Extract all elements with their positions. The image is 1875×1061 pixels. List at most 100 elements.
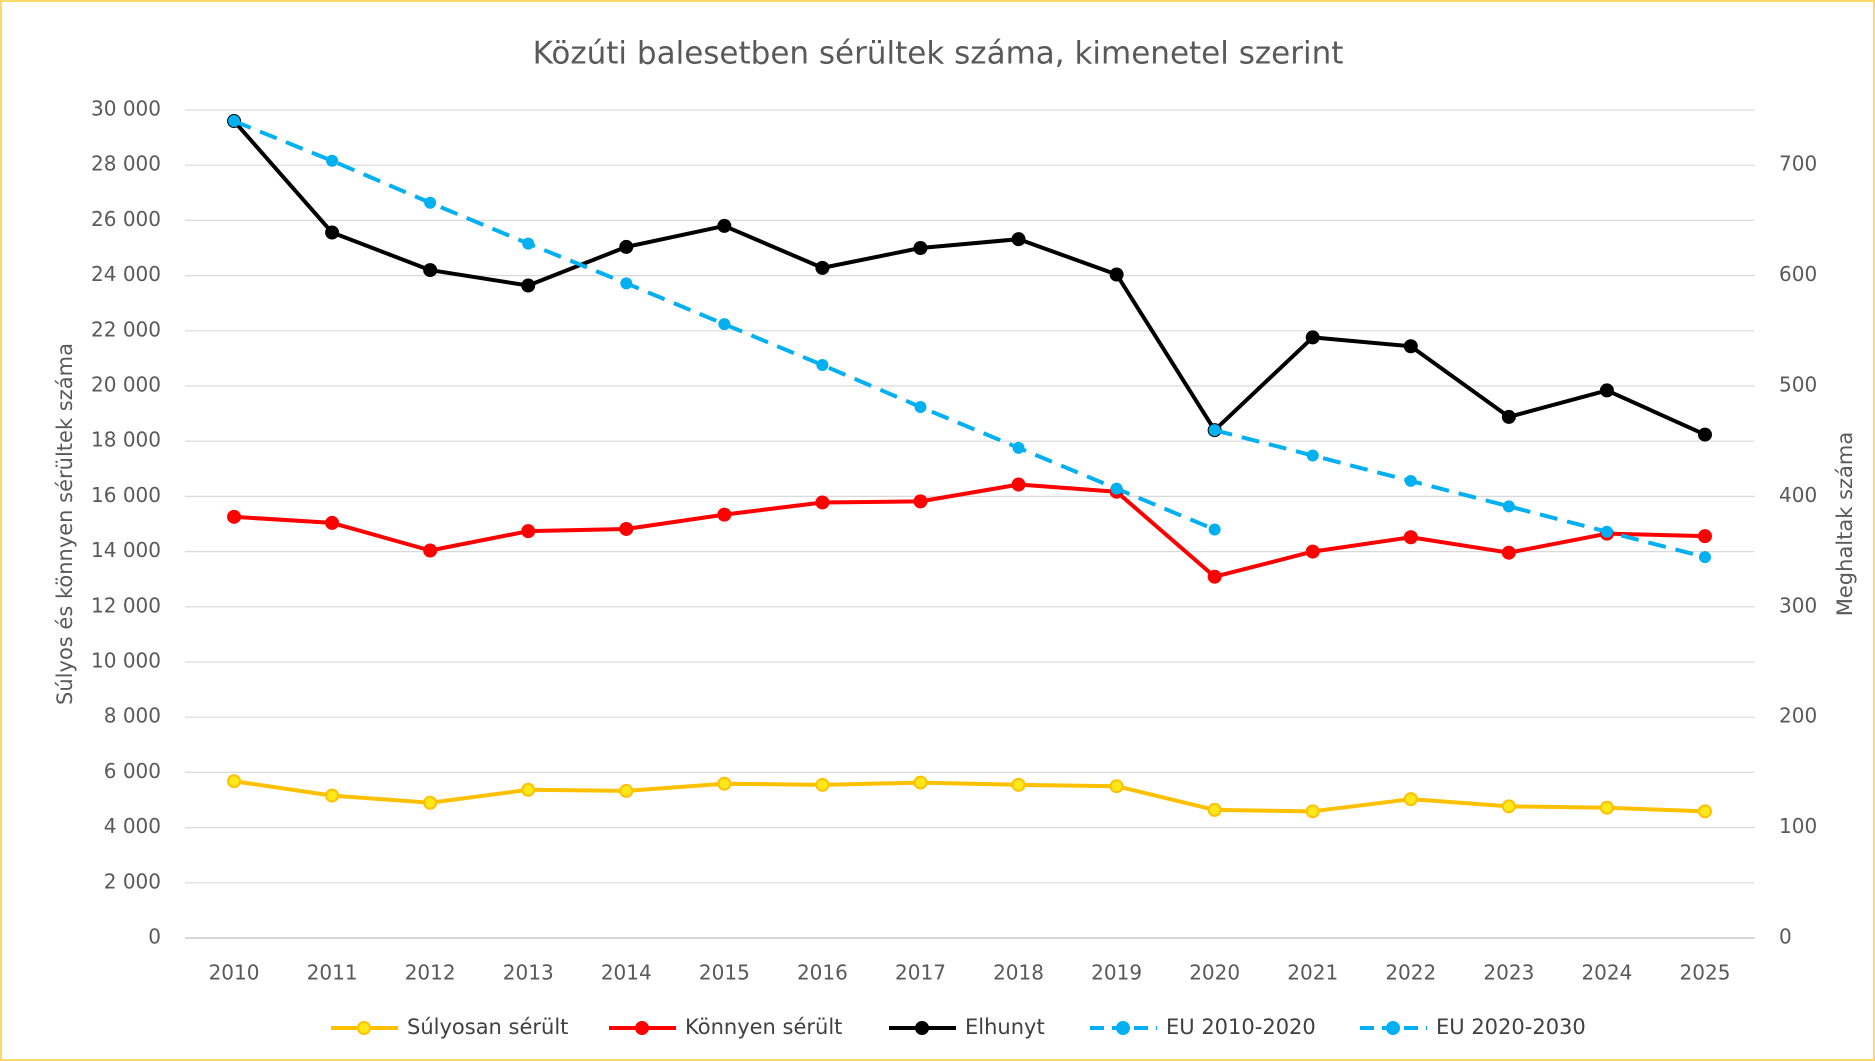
legend-label: EU 2010-2020 [1166,1015,1316,1039]
series-marker [815,777,830,792]
series-line [232,119,1706,437]
y-tick-label: 12 000 [91,593,161,617]
y-axis-title: Súlyos és könnyen sérültek száma [53,343,77,705]
series-marker [1502,500,1515,513]
x-tick-label: 2019 [1091,961,1142,985]
y2-tick-label: 400 [1779,483,1817,507]
y-tick-label: 18 000 [91,428,161,452]
x-tick-label: 2012 [405,961,456,985]
y-tick-label: 26 000 [91,207,161,231]
y2-tick-label: 0 [1779,925,1792,949]
series-marker [423,263,438,278]
series-marker [1697,529,1712,544]
y-tick-label: 30 000 [91,97,161,121]
series-marker [1305,804,1320,819]
series-marker [1599,800,1614,815]
series-marker [1599,383,1614,398]
y-tick-label: 6 000 [104,759,161,783]
series-marker [423,795,438,810]
series-marker [815,495,830,510]
series-marker [1011,477,1026,492]
y-tick-label: 22 000 [91,317,161,341]
series-marker [1011,232,1026,247]
series-marker [1501,545,1516,560]
series-marker [717,507,732,522]
y2-tick-label: 600 [1779,262,1817,286]
series-marker [227,509,242,524]
series-line [233,119,1216,532]
series-marker [717,776,732,791]
series-marker [1697,804,1712,819]
y-tick-label: 16 000 [91,483,161,507]
x-tick-label: 2020 [1189,961,1240,985]
legend-label: Elhunyt [965,1015,1045,1039]
series-marker [619,239,634,254]
legend-marker [915,1021,929,1035]
series-marker [1110,482,1123,495]
series-marker [325,515,340,530]
series-marker [1207,802,1222,817]
series-marker [1403,792,1418,807]
y2-axis-title: Meghaltak száma [1833,432,1857,616]
series-marker [1403,339,1418,354]
x-tick-label: 2015 [699,961,750,985]
series-marker [1306,449,1319,462]
x-tick-label: 2011 [307,961,358,985]
y-tick-label: 2 000 [104,869,161,893]
series-marker [1403,530,1418,545]
x-tick-label: 2021 [1287,961,1338,985]
x-tick-label: 2018 [993,961,1044,985]
series-marker [1012,441,1025,454]
series-marker [1305,544,1320,559]
x-tick-label: 2023 [1483,961,1534,985]
series-marker [325,788,340,803]
y2-tick-label: 200 [1779,704,1817,728]
series-marker [1208,424,1221,437]
series-marker [1208,523,1221,536]
y-tick-label: 20 000 [91,373,161,397]
series-marker [815,260,830,275]
y2-tick-label: 300 [1779,593,1817,617]
y-tick-label: 14 000 [91,538,161,562]
series-marker [816,359,829,372]
y-tick-label: 24 000 [91,262,161,286]
series-line [233,779,1706,814]
y-tick-label: 0 [148,925,161,949]
chart-title: Közúti balesetben sérültek száma, kimene… [533,36,1344,72]
series-marker [1404,474,1417,487]
y2-tick-label: 700 [1779,152,1817,176]
x-tick-label: 2013 [503,961,554,985]
series-line [233,482,1706,579]
y2-tick-label: 100 [1779,814,1817,838]
series-marker [1207,569,1222,584]
series-marker [914,400,927,413]
x-tick-label: 2024 [1581,961,1632,985]
series-marker [423,543,438,558]
series-line [1214,428,1706,560]
series-marker [326,154,339,167]
legend-marker [635,1021,649,1035]
series-marker [522,237,535,250]
x-tick-label: 2022 [1385,961,1436,985]
series-marker [1600,525,1613,538]
series-marker [913,775,928,790]
x-tick-label: 2014 [601,961,652,985]
series-marker [619,521,634,536]
legend-label: Súlyosan sérült [407,1015,568,1039]
y2-tick-label: 500 [1779,373,1817,397]
x-tick-label: 2025 [1680,961,1731,985]
x-tick-label: 2016 [797,961,848,985]
series-marker [1305,330,1320,345]
series-marker [1501,409,1516,424]
y-tick-label: 8 000 [104,704,161,728]
legend-marker [1386,1021,1400,1035]
series-marker [521,782,536,797]
series-marker [228,115,241,128]
y-tick-label: 10 000 [91,649,161,673]
series-marker [1501,799,1516,814]
legend-marker [357,1021,371,1035]
series-marker [521,524,536,539]
legend-marker [1116,1021,1130,1035]
series-marker [913,241,928,255]
